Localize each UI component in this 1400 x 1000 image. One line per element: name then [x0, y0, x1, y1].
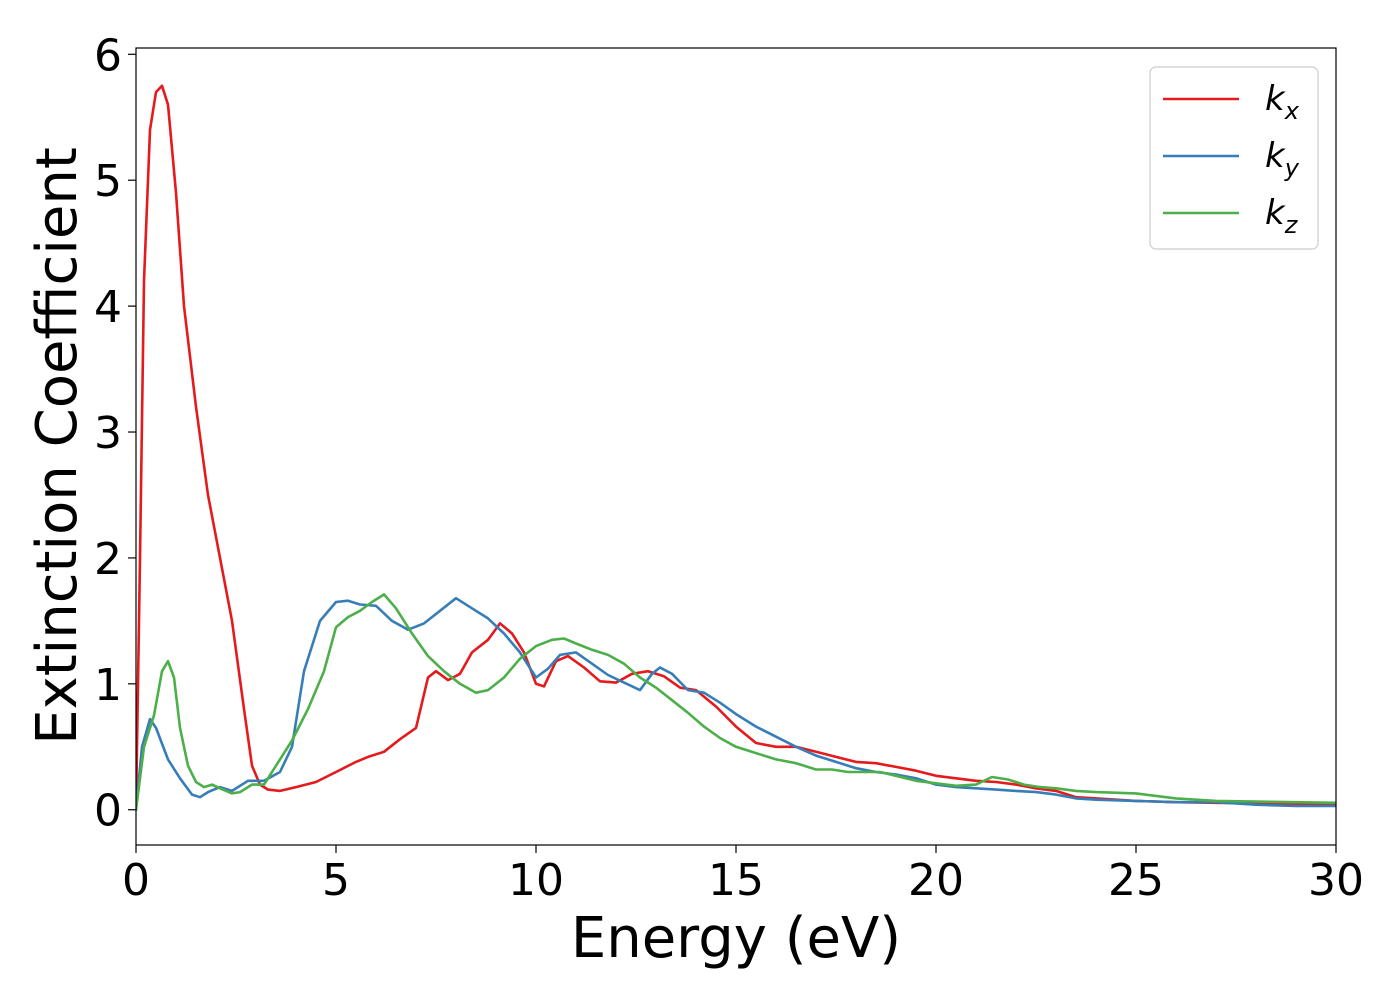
- x-axis-label: Energy (eV): [571, 906, 901, 971]
- legend-label-kx: kx: [1265, 79, 1300, 125]
- x-axis: 0 5 10 15 20 25 30: [122, 845, 1364, 906]
- y-axis-label: Extinction Coefficient: [25, 147, 90, 745]
- y-tick-label: 0: [94, 786, 122, 837]
- x-tick-label: 0: [122, 855, 150, 906]
- legend-label-subscript: y: [1284, 154, 1300, 182]
- series-line-kz: [136, 593, 1336, 811]
- legend-label-subscript: z: [1284, 211, 1299, 239]
- plot-area: [136, 48, 1336, 845]
- x-tick-label: 30: [1308, 855, 1364, 906]
- y-axis: 0 1 2 3 4 5 6: [94, 30, 136, 837]
- y-tick-label: 5: [94, 156, 122, 207]
- legend-label-ky: ky: [1265, 136, 1300, 182]
- y-tick-label: 1: [94, 660, 122, 711]
- x-tick-label: 25: [1108, 855, 1164, 906]
- legend-label-subscript: x: [1284, 97, 1300, 125]
- series-layer: [136, 84, 1336, 811]
- y-tick-label: 3: [94, 408, 122, 459]
- x-tick-label: 5: [322, 855, 350, 906]
- x-tick-label: 15: [708, 855, 764, 906]
- legend-label-main: k: [1265, 136, 1286, 176]
- series-line-kx: [136, 84, 1336, 811]
- y-tick-label: 6: [94, 30, 122, 81]
- legend-label-main: k: [1265, 193, 1286, 233]
- legend-label-kz: kz: [1265, 193, 1299, 239]
- series-line-ky: [136, 596, 1336, 811]
- y-tick-label: 2: [94, 534, 122, 585]
- y-tick-label: 4: [94, 282, 122, 333]
- legend-label-main: k: [1265, 79, 1286, 119]
- legend-box: [1149, 66, 1319, 250]
- x-tick-label: 10: [508, 855, 564, 906]
- x-tick-label: 20: [908, 855, 964, 906]
